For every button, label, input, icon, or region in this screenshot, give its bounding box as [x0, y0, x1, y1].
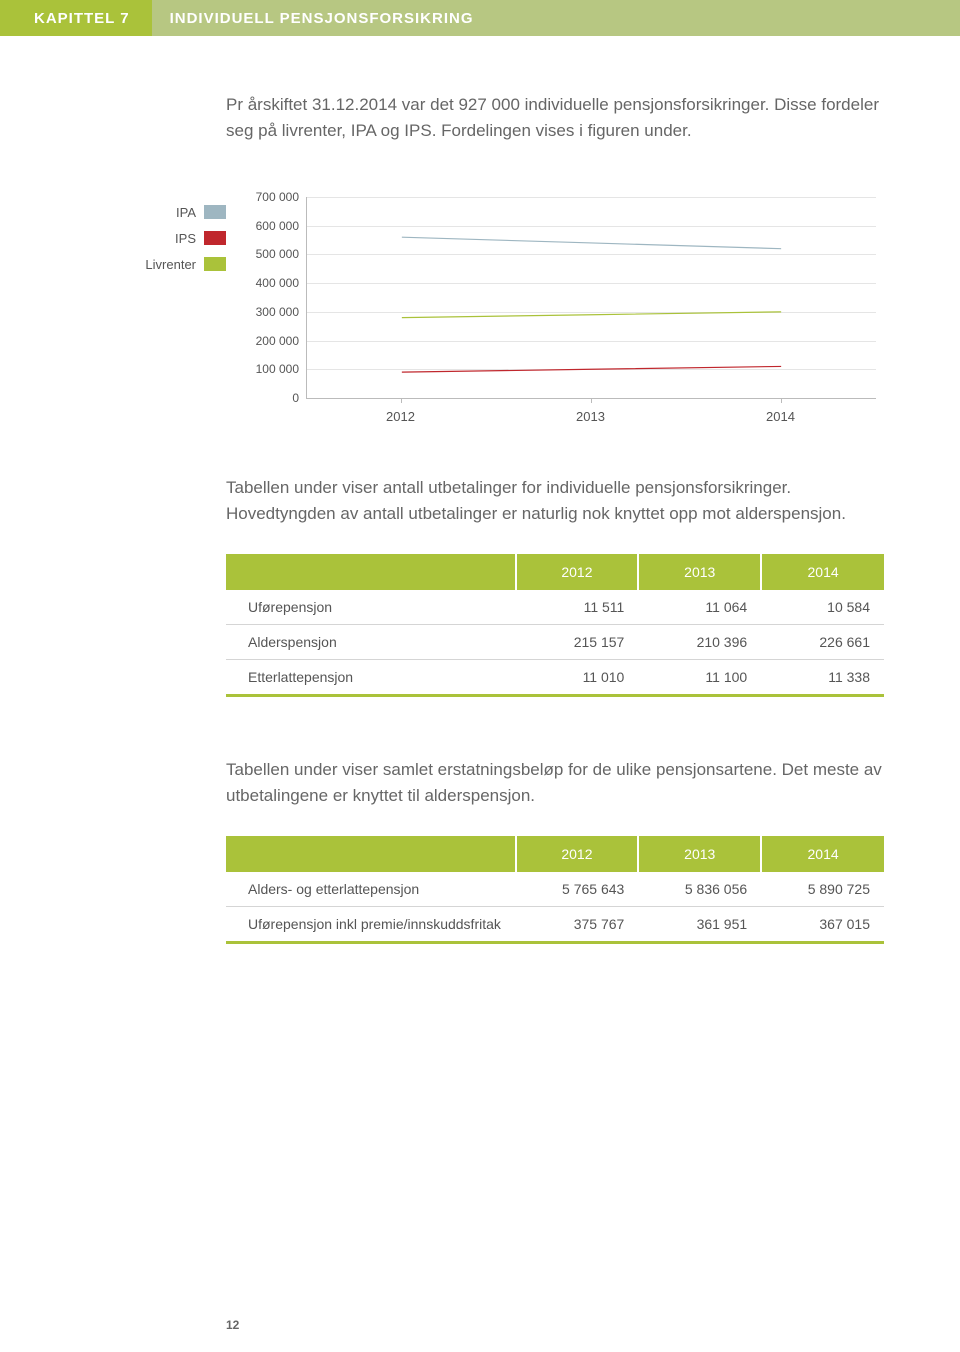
row-value: 5 765 643 [516, 872, 639, 907]
y-axis-label: 200 000 [256, 334, 299, 348]
chapter-tab: KAPITTEL 7 [0, 0, 152, 36]
page-title: INDIVIDUELL PENSJONSFORSIKRING [152, 0, 960, 36]
row-value: 10 584 [761, 590, 884, 625]
line-chart: 0 100 000 200 000 300 000 400 000 500 000 600 … [244, 197, 884, 427]
row-value: 226 661 [761, 625, 884, 660]
row-label: Etterlattepensjon [226, 660, 516, 696]
row-value: 5 890 725 [761, 872, 884, 907]
legend-swatch [204, 205, 226, 219]
y-axis-label: 400 000 [256, 276, 299, 290]
table-erstatningsbelop: 201220132014Alders- og etterlattepensjon… [226, 836, 884, 944]
row-value: 367 015 [761, 907, 884, 943]
table-row: Alderspensjon215 157210 396226 661 [226, 625, 884, 660]
page-number: 12 [226, 1318, 239, 1332]
table-row: Uførepensjon11 51111 06410 584 [226, 590, 884, 625]
row-value: 215 157 [516, 625, 639, 660]
row-value: 375 767 [516, 907, 639, 943]
row-value: 11 010 [516, 660, 639, 696]
x-axis-label: 2014 [686, 403, 876, 427]
row-value: 5 836 056 [638, 872, 761, 907]
chart-gridline [307, 398, 876, 399]
row-value: 210 396 [638, 625, 761, 660]
table-header-year: 2012 [516, 836, 639, 872]
page-header: KAPITTEL 7 INDIVIDUELL PENSJONSFORSIKRIN… [0, 0, 960, 36]
y-axis-label: 700 000 [256, 190, 299, 204]
legend-label: IPS [175, 231, 196, 246]
legend-swatch [204, 231, 226, 245]
chart-legend: IPA IPS Livrenter [106, 197, 226, 427]
table-header-year: 2012 [516, 554, 639, 590]
row-value: 11 100 [638, 660, 761, 696]
table-header-year: 2013 [638, 836, 761, 872]
chart-series-line [402, 366, 781, 372]
legend-label: Livrenter [145, 257, 196, 272]
chart-section: IPA IPS Livrenter 0 100 000 200 000 300 000 40… [106, 197, 884, 427]
y-axis-label: 0 [292, 391, 299, 405]
row-value: 11 511 [516, 590, 639, 625]
table-header-year: 2014 [761, 836, 884, 872]
table-header-year: 2013 [638, 554, 761, 590]
table-row: Etterlattepensjon11 01011 10011 338 [226, 660, 884, 696]
row-value: 361 951 [638, 907, 761, 943]
row-value: 11 338 [761, 660, 884, 696]
row-label: Uførepensjon [226, 590, 516, 625]
y-axis-label: 600 000 [256, 219, 299, 233]
row-label: Alders- og etterlattepensjon [226, 872, 516, 907]
row-value: 11 064 [638, 590, 761, 625]
table-utbetalinger: 201220132014Uførepensjon11 51111 06410 5… [226, 554, 884, 697]
x-axis-label: 2013 [496, 403, 686, 427]
table-row: Uførepensjon inkl premie/innskuddsfritak… [226, 907, 884, 943]
y-axis-label: 100 000 [256, 362, 299, 376]
legend-label: IPA [176, 205, 196, 220]
table1-caption: Tabellen under viser antall utbetalinger… [226, 475, 884, 526]
y-axis-label: 300 000 [256, 305, 299, 319]
legend-item: Livrenter [106, 251, 226, 277]
table-header-empty [226, 554, 516, 590]
table-header-empty [226, 836, 516, 872]
intro-text: Pr årskiftet 31.12.2014 var det 927 000 … [226, 92, 884, 143]
row-label: Uførepensjon inkl premie/innskuddsfritak [226, 907, 516, 943]
table-header-year: 2014 [761, 554, 884, 590]
legend-item: IPS [106, 225, 226, 251]
row-label: Alderspensjon [226, 625, 516, 660]
table-row: Alders- og etterlattepensjon5 765 6435 8… [226, 872, 884, 907]
x-axis-label: 2012 [306, 403, 496, 427]
chart-series-svg [307, 197, 876, 398]
intro-paragraph: Pr årskiftet 31.12.2014 var det 927 000 … [226, 92, 884, 143]
legend-item: IPA [106, 199, 226, 225]
chart-series-line [402, 312, 781, 318]
legend-swatch [204, 257, 226, 271]
table2-caption: Tabellen under viser samlet erstatningsb… [226, 757, 884, 808]
chart-series-line [402, 237, 781, 248]
y-axis-label: 500 000 [256, 247, 299, 261]
